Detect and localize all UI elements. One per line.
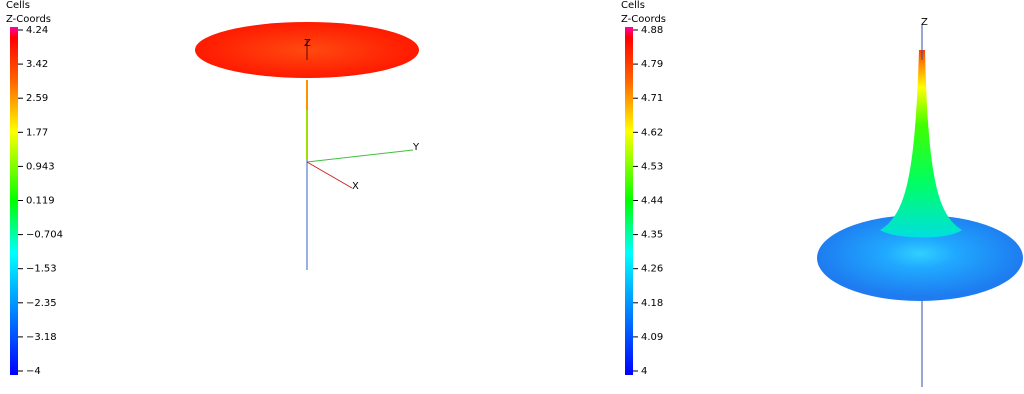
tick-label: 4.09 <box>641 332 663 343</box>
axis-label: Z <box>304 38 311 49</box>
tick-label: 0.943 <box>26 161 55 172</box>
axis-label: Y <box>412 142 420 153</box>
tick-label: 0.119 <box>26 196 55 207</box>
tick-label: 4.26 <box>641 264 663 275</box>
legend-subtitle: Z-Coords <box>6 14 51 25</box>
tick-label: 1.77 <box>26 127 48 138</box>
legend-subtitle: Z-Coords <box>621 14 666 25</box>
tick-label: −4 <box>26 366 41 377</box>
tick-label: 4.79 <box>641 59 663 70</box>
tick-label: 4.24 <box>26 25 48 36</box>
tick-label: 4.71 <box>641 93 663 104</box>
y-axis <box>307 150 413 162</box>
tick-label: −0.704 <box>26 230 63 241</box>
tick-label: 4.18 <box>641 298 663 309</box>
spike <box>880 50 962 238</box>
tick-label: −1.53 <box>26 264 57 275</box>
tick-label: −2.35 <box>26 298 57 309</box>
x-axis <box>307 162 352 188</box>
colorbar <box>10 27 18 375</box>
tick-label: −3.18 <box>26 332 57 343</box>
colorbar <box>625 27 633 375</box>
legend-title: Cells <box>621 0 645 11</box>
tick-label: 4 <box>641 366 647 377</box>
axis-label: Z <box>921 17 928 28</box>
scene: CellsZ-Coords4.243.422.591.770.9430.119−… <box>0 0 1024 394</box>
tick-label: 2.59 <box>26 93 48 104</box>
axis-label: X <box>352 181 359 192</box>
tick-label: 4.88 <box>641 25 663 36</box>
legend-title: Cells <box>6 0 30 11</box>
tick-label: 4.35 <box>641 230 663 241</box>
tick-label: 4.53 <box>641 161 663 172</box>
tick-label: 4.44 <box>641 196 663 207</box>
tick-label: 3.42 <box>26 59 48 70</box>
tick-label: 4.62 <box>641 127 663 138</box>
